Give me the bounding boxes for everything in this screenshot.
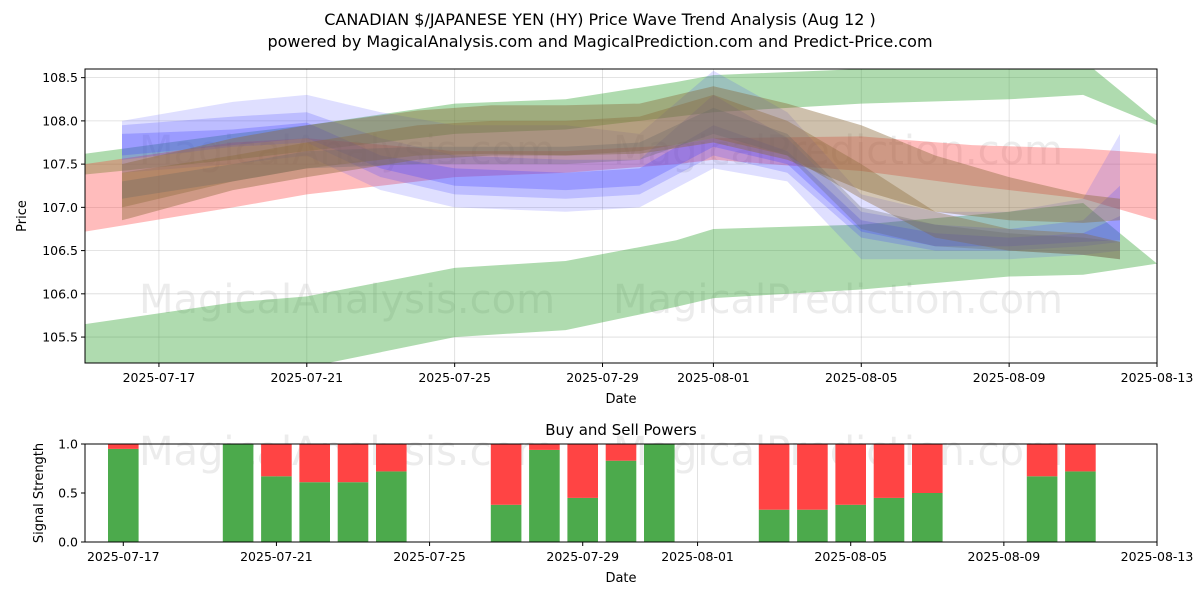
price-band-gray-8 bbox=[122, 107, 1120, 260]
signal-bars bbox=[108, 444, 1096, 542]
price-bands bbox=[85, 69, 1157, 363]
watermark-analysis-top: MagicalAnalysis.com bbox=[139, 128, 555, 174]
signal-title: Buy and Sell Powers bbox=[545, 421, 697, 439]
buy-bar bbox=[567, 497, 598, 542]
buy-bar bbox=[912, 493, 943, 542]
price-band-green-1 bbox=[85, 203, 1157, 363]
price-x-ticks: 2025-07-17 2025-07-21 2025-07-25 2025-07-29… bbox=[123, 363, 1194, 385]
sell-bar bbox=[797, 444, 828, 510]
price-y-tick-label: 108.0 bbox=[42, 113, 78, 128]
buy-bar bbox=[605, 460, 637, 542]
price-band-blue-5 bbox=[122, 122, 1120, 247]
price-band-red-2 bbox=[85, 136, 1157, 232]
signal-x-tick-label: 2025-08-09 bbox=[968, 549, 1041, 564]
buy-bar bbox=[376, 471, 407, 542]
buy-bar bbox=[222, 444, 254, 542]
price-band-blue-3 bbox=[122, 70, 1120, 260]
price-x-tick-label: 2025-08-01 bbox=[677, 370, 750, 385]
price-band-blue-4 bbox=[122, 94, 1120, 251]
price-y-ticks: 105.5 106.0 106.5 107.0 107.5 108.0 108.5 bbox=[42, 70, 85, 345]
signal-y-axis-label: Signal Strength bbox=[32, 443, 47, 543]
price-y-axis-label: Price bbox=[15, 200, 30, 232]
sell-bar bbox=[337, 444, 369, 483]
buy-bar bbox=[337, 482, 369, 542]
sell-bar bbox=[567, 444, 598, 498]
price-band-brown-6 bbox=[122, 86, 1120, 223]
signal-x-ticks: 2025-07-17 2025-07-21 2025-07-25 2025-07-29… bbox=[87, 542, 1193, 564]
price-y-tick-label: 108.5 bbox=[42, 70, 78, 85]
signal-y-tick-label: 0.5 bbox=[58, 486, 78, 501]
price-y-tick-label: 106.5 bbox=[42, 243, 78, 258]
price-y-tick-label: 105.5 bbox=[42, 330, 78, 345]
price-x-tick-label: 2025-07-17 bbox=[123, 370, 196, 385]
sell-bar bbox=[835, 444, 866, 505]
watermark-analysis-mid: MagicalAnalysis.com bbox=[139, 277, 555, 323]
signal-x-tick-label: 2025-08-13 bbox=[1121, 549, 1194, 564]
buy-bar bbox=[835, 504, 866, 542]
buy-bar bbox=[108, 448, 139, 542]
signal-x-tick-label: 2025-08-05 bbox=[814, 549, 887, 564]
signal-y-tick-label: 1.0 bbox=[58, 437, 78, 452]
signal-x-tick-label: 2025-07-17 bbox=[87, 549, 160, 564]
sell-bar bbox=[108, 444, 139, 449]
signal-x-tick-label: 2025-07-21 bbox=[240, 549, 313, 564]
price-x-tick-label: 2025-08-09 bbox=[973, 370, 1046, 385]
sell-bar bbox=[758, 444, 790, 510]
price-panel: MagicalAnalysis.com MagicalPrediction.co… bbox=[15, 68, 1194, 407]
watermark-prediction-mid: MagicalPrediction.com bbox=[613, 277, 1063, 323]
price-band-green-0 bbox=[85, 69, 1157, 175]
buy-bar bbox=[758, 509, 790, 542]
price-x-axis-label: Date bbox=[605, 392, 636, 407]
chart-title: CANADIAN $/JAPANESE YEN (HY) Price Wave … bbox=[324, 10, 876, 29]
sell-bar bbox=[261, 444, 292, 477]
price-x-tick-label: 2025-07-21 bbox=[270, 370, 343, 385]
price-y-tick-label: 106.0 bbox=[42, 286, 78, 301]
signal-y-ticks: 0.0 0.5 1.0 bbox=[58, 437, 85, 550]
sell-bar bbox=[529, 444, 560, 450]
buy-bar bbox=[1026, 476, 1058, 542]
sell-bar bbox=[376, 444, 407, 472]
price-watermarks: MagicalAnalysis.com MagicalPrediction.co… bbox=[139, 128, 1063, 323]
price-y-tick-label: 107.0 bbox=[42, 200, 78, 215]
watermark-prediction-top: MagicalPrediction.com bbox=[613, 128, 1063, 174]
price-x-tick-label: 2025-07-25 bbox=[418, 370, 491, 385]
signal-x-tick-label: 2025-07-25 bbox=[393, 549, 466, 564]
price-y-tick-label: 107.5 bbox=[42, 157, 78, 172]
price-x-tick-label: 2025-08-13 bbox=[1121, 370, 1194, 385]
signal-x-tick-label: 2025-08-01 bbox=[661, 549, 734, 564]
sell-bar bbox=[490, 444, 522, 505]
sell-bar bbox=[299, 444, 330, 483]
sell-bar bbox=[605, 444, 637, 461]
price-grid bbox=[85, 69, 1158, 363]
signal-y-tick-label: 0.0 bbox=[58, 535, 78, 550]
sell-bar bbox=[1065, 444, 1096, 472]
buy-bar bbox=[529, 449, 560, 542]
signal-x-tick-label: 2025-07-29 bbox=[546, 549, 619, 564]
sell-bar bbox=[873, 444, 905, 498]
price-band-brown-7 bbox=[122, 94, 1120, 260]
buy-bar bbox=[299, 482, 330, 542]
price-plot-frame bbox=[84, 68, 1158, 364]
buy-bar bbox=[644, 444, 675, 542]
buy-bar bbox=[1065, 471, 1096, 542]
chart-subtitle: powered by MagicalAnalysis.com and Magic… bbox=[267, 32, 932, 51]
buy-bar bbox=[261, 476, 292, 542]
buy-bar bbox=[873, 497, 905, 542]
buy-bar bbox=[490, 504, 522, 542]
price-x-tick-label: 2025-08-05 bbox=[825, 370, 898, 385]
signal-x-axis-label: Date bbox=[605, 571, 636, 586]
signal-panel: Buy and Sell Powers MagicalAnalysis.com … bbox=[32, 421, 1193, 586]
sell-bar bbox=[912, 444, 943, 493]
sell-bar bbox=[1026, 444, 1058, 477]
price-x-tick-label: 2025-07-29 bbox=[566, 370, 639, 385]
buy-bar bbox=[797, 509, 828, 542]
